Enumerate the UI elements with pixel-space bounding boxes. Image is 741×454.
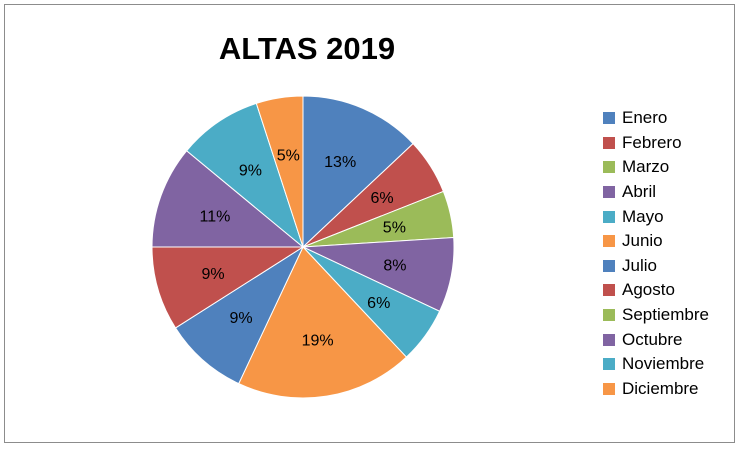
slice-label-noviembre: 9%: [239, 163, 262, 180]
legend-swatch: [603, 210, 615, 223]
legend-label: Noviembre: [622, 354, 705, 374]
legend-swatch: [603, 284, 615, 297]
slice-label-julio: 9%: [230, 310, 253, 327]
legend-swatch: [603, 382, 615, 395]
slice-label-abril: 8%: [383, 258, 406, 275]
pie-slice-octubre: [151, 150, 305, 248]
slice-label-agosto: 9%: [202, 266, 225, 283]
chart-title: ALTAS 2019: [218, 31, 396, 66]
legend-label: Julio: [622, 255, 657, 275]
pie-slice-agosto: [151, 246, 305, 329]
chart-legend: Enero Febrero Marzo Abril Mayo Junio Julio Agos…: [603, 106, 733, 401]
legend-label: Marzo: [622, 157, 670, 177]
legend-label: Enero: [622, 108, 668, 128]
legend-item-abril: Abril: [603, 180, 733, 205]
legend-item-mayo: Mayo: [603, 204, 733, 229]
legend-label: Abril: [622, 182, 657, 202]
slice-label-junio: 19%: [302, 332, 334, 349]
legend-item-julio: Julio: [603, 254, 733, 279]
legend-item-noviembre: Noviembre: [603, 352, 733, 377]
legend-label: Febrero: [622, 132, 682, 152]
legend-label: Septiembre: [622, 305, 709, 325]
legend-swatch: [603, 309, 615, 322]
legend-swatch: [603, 358, 615, 371]
slice-label-marzo: 5%: [383, 220, 406, 237]
legend-swatch: [603, 235, 615, 248]
legend-label: Agosto: [622, 280, 675, 300]
legend-label: Mayo: [622, 206, 664, 226]
legend-label: Diciembre: [622, 378, 699, 398]
legend-item-enero: Enero: [603, 106, 733, 131]
pie-slice-enero: [302, 95, 414, 249]
legend-label: Junio: [622, 231, 663, 251]
legend-item-septiembre: Septiembre: [603, 303, 733, 328]
legend-item-octubre: Octubre: [603, 327, 733, 352]
slice-label-enero: 13%: [324, 154, 356, 171]
legend-label: Octubre: [622, 329, 683, 349]
legend-swatch: [603, 112, 615, 125]
legend-swatch: [603, 161, 615, 174]
pie-slice-julio: [174, 245, 305, 385]
slice-label-diciembre: 5%: [277, 148, 300, 165]
legend-swatch: [603, 333, 615, 346]
pie-slice-junio: [238, 246, 408, 399]
legend-swatch: [603, 186, 615, 199]
legend-item-febrero: Febrero: [603, 131, 733, 156]
chart-frame: ALTAS 2019 13% 6% 5% 8% 6% 19% 9% 9% 11% 9% 5% Ene…: [4, 4, 735, 443]
slice-label-mayo: 6%: [367, 295, 390, 312]
pie-slice-diciembre: [255, 95, 304, 248]
legend-item-diciembre: Diciembre: [603, 377, 733, 402]
legend-swatch: [603, 259, 615, 272]
slice-label-febrero: 6%: [370, 190, 393, 207]
legend-item-marzo: Marzo: [603, 155, 733, 180]
legend-swatch: [603, 136, 615, 149]
legend-item-agosto: Agosto: [603, 278, 733, 303]
pie-slice-noviembre: [185, 102, 305, 249]
slice-label-octubre: 11%: [199, 208, 230, 225]
legend-item-junio: Junio: [603, 229, 733, 254]
pie-chart: 13% 6% 5% 8% 6% 19% 9% 9% 11% 9% 5%: [151, 95, 455, 399]
